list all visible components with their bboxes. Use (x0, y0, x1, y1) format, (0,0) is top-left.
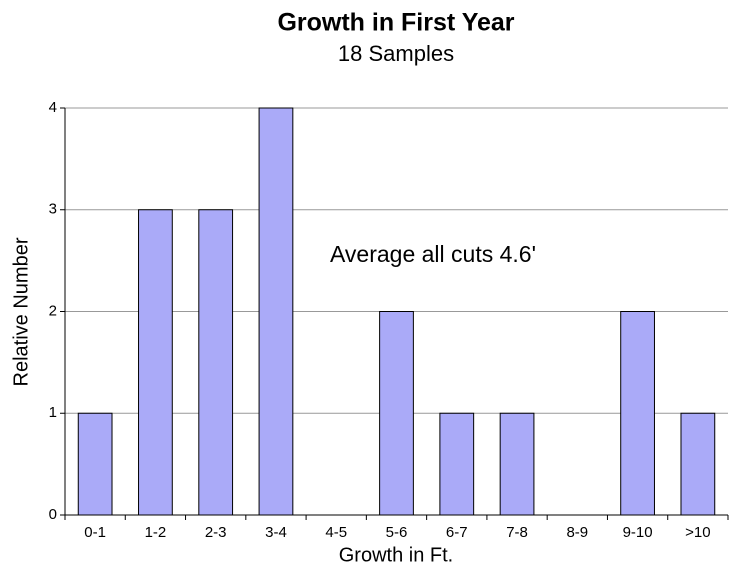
x-tick-label: 5-6 (386, 524, 408, 541)
x-tick-label: 9-10 (623, 524, 653, 541)
y-tick-label: 3 (49, 201, 57, 218)
bar (138, 209, 173, 516)
x-tick-label: 1-2 (145, 524, 167, 541)
bar (77, 412, 113, 516)
x-tick-label: >10 (685, 524, 710, 541)
bar (680, 412, 716, 516)
bar (439, 412, 475, 516)
y-tick-label: 1 (49, 404, 57, 421)
x-tick-label: 0-1 (84, 524, 106, 541)
bar (379, 311, 414, 516)
x-tick-label: 3-4 (265, 524, 287, 541)
y-tick-label: 2 (49, 302, 57, 319)
x-tick-label: 4-5 (325, 524, 347, 541)
x-tick-label: 2-3 (205, 524, 227, 541)
bar (258, 107, 294, 516)
plot-area: 0 1 2 3 4 0-1 1-2 2-3 3-4 4-5 5-6 6-7 7-8 8-9 9-10 >10 (49, 99, 729, 541)
chart-subtitle: 18 Samples (338, 41, 454, 66)
annotation: Average all cuts 4.6' (330, 241, 536, 267)
x-tick-label: 6-7 (446, 524, 468, 541)
bar (198, 209, 234, 516)
bar (499, 412, 535, 516)
y-axis-label: Relative Number (10, 237, 32, 386)
chart-title: Growth in First Year (277, 9, 514, 37)
x-tick-label: 8-9 (566, 524, 588, 541)
x-axis-label: Growth in Ft. (339, 544, 453, 566)
y-tick-label: 0 (49, 506, 57, 523)
y-tick-label: 4 (49, 99, 57, 116)
bar (620, 311, 655, 516)
x-tick-label: 7-8 (506, 524, 528, 541)
